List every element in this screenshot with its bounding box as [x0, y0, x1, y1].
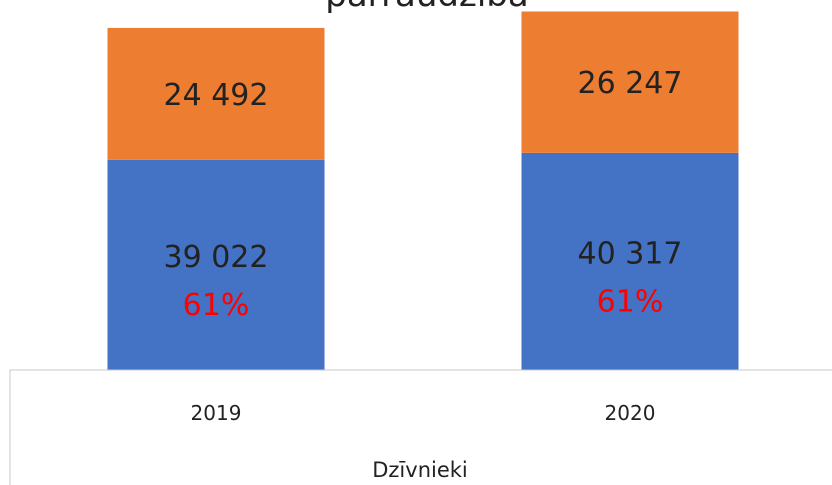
share-label: 61% [597, 284, 664, 319]
x-tick-label: 2020 [605, 401, 656, 425]
data-label: 39 022 [164, 240, 269, 275]
chart-title: pārraudzība [325, 0, 528, 15]
data-label: 40 317 [578, 236, 683, 271]
bar-segment [107, 27, 325, 160]
x-tick-label: 2019 [191, 401, 242, 425]
x-axis-label: Dzīvnieki [372, 458, 468, 482]
data-label: 24 492 [164, 78, 269, 113]
bar-segment [521, 11, 739, 153]
share-label: 61% [183, 288, 250, 323]
bar-segment [107, 159, 325, 370]
data-label: 26 247 [578, 66, 683, 101]
axis-frame [9, 369, 832, 485]
bar-segment [521, 152, 739, 370]
